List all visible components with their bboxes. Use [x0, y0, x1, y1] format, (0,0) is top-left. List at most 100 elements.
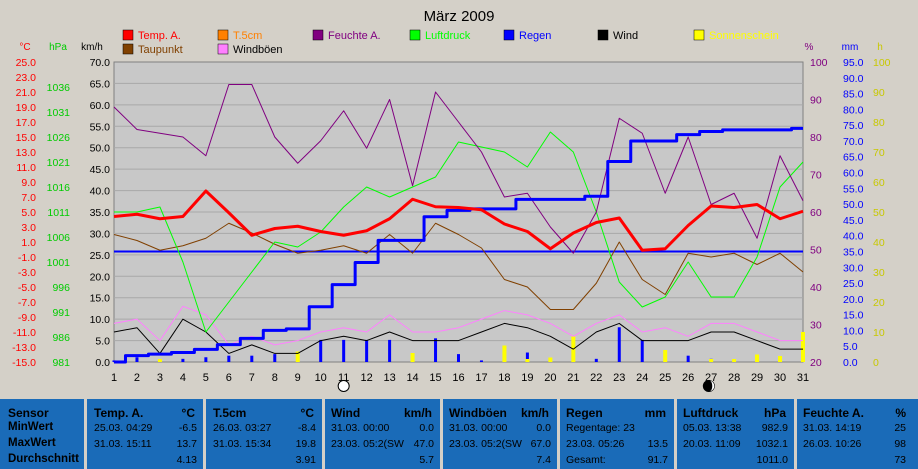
- windboeen-max-time: 23.03. 05:2(SW: [449, 438, 522, 450]
- luftdruck-min-time: 05.03. 13:38: [683, 422, 742, 434]
- rain-tick-label: 25.0: [843, 278, 864, 290]
- rain-tick-label: 75.0: [843, 120, 864, 132]
- sunshine-bar: [663, 350, 668, 362]
- chart-title: März 2009: [424, 8, 495, 25]
- sun-tick-label: 30: [873, 267, 885, 279]
- t5cm-column: T.5cm °C 26.03. 03:27 -8.4 31.03. 15:34 …: [206, 399, 325, 469]
- sensor-column: Sensor MinWert MaxWert Durchschnitt: [0, 399, 87, 469]
- windboeen-min-value: 0.0: [536, 422, 551, 434]
- sun-tick-label: 90: [873, 87, 885, 99]
- regen-regentage: Regentage: 23: [566, 422, 635, 434]
- x-tick-label: 8: [272, 372, 278, 384]
- legend-swatch-sonnenschein: [693, 29, 705, 41]
- feuchte-header: Feuchte A.: [803, 406, 864, 420]
- windboeen-unit: km/h: [520, 406, 549, 420]
- pressure-tick-label: 991: [52, 307, 70, 319]
- x-tick-label: 6: [226, 372, 232, 384]
- rain-bar: [434, 338, 438, 362]
- rain-bar: [686, 355, 690, 362]
- temp-tick-label: 3.0: [21, 222, 36, 234]
- legend-swatch-luftdruck: [409, 29, 421, 41]
- rain-tick-label: 90.0: [843, 73, 864, 85]
- rain-bar: [135, 357, 139, 362]
- rain-bar: [640, 339, 644, 362]
- sunshine-bar: [801, 332, 805, 362]
- t5cm-min-time: 26.03. 03:27: [213, 422, 272, 434]
- rain-tick-label: 95.0: [843, 57, 864, 69]
- sunshine-bar: [502, 345, 507, 362]
- wind-tick-label: 30.0: [90, 228, 111, 240]
- temp-tick-label: 9.0: [21, 177, 36, 189]
- humidity-axis-unit: %: [805, 42, 814, 53]
- pressure-tick-label: 996: [52, 282, 70, 294]
- x-tick-label: 12: [361, 372, 373, 384]
- temp-tick-label: 11.0: [16, 162, 36, 174]
- temp-a-line: [113, 189, 804, 252]
- legend-label-regen: Regen: [519, 30, 551, 42]
- x-tick-label: 11: [338, 372, 349, 384]
- minwert-label: MinWert: [8, 421, 54, 433]
- rain-bar: [204, 357, 208, 362]
- rain-tick-label: 45.0: [843, 215, 864, 227]
- rain-bar: [181, 358, 185, 362]
- x-tick-label: 3: [157, 372, 163, 384]
- sun-axis-unit: h: [877, 42, 883, 53]
- temp-average: 4.13: [176, 454, 197, 466]
- statistics-table: Sensor MinWert MaxWert Durchschnitt Temp…: [0, 399, 918, 469]
- x-tick-label: 31: [797, 372, 809, 384]
- pressure-tick-label: 986: [52, 332, 70, 344]
- rain-bar: [388, 339, 392, 362]
- x-tick-label: 24: [636, 372, 648, 384]
- legend-swatch-windb-en: [217, 43, 229, 55]
- wind-line: [113, 318, 803, 354]
- sun-tick-label: 0: [873, 357, 879, 369]
- rain-axis-unit: mm: [842, 42, 859, 53]
- temp-tick-label: 7.0: [21, 192, 36, 204]
- temp-max-time: 31.03. 15:11: [94, 438, 152, 450]
- rain-tick-label: 35.0: [843, 246, 864, 258]
- temp-header: Temp. A.: [94, 406, 144, 420]
- luftdruck-max-value: 1032.1: [755, 438, 788, 450]
- x-tick-label: 30: [774, 372, 786, 384]
- temp-tick-label: 23.0: [16, 72, 37, 84]
- feuchte-a-line: [113, 84, 804, 254]
- temp-tick-label: 5.0: [21, 207, 36, 219]
- temp-tick-label: 25.0: [16, 57, 37, 69]
- rain-bar: [594, 358, 598, 362]
- x-tick-label: 28: [728, 372, 740, 384]
- x-tick-label: 10: [315, 372, 327, 384]
- legend-swatch-taupunkt: [122, 43, 134, 55]
- wind-max-value: 47.0: [413, 438, 434, 450]
- regen-max-time: 23.03. 05:26: [566, 438, 625, 450]
- temp-min-time: 25.03. 04:29: [94, 422, 153, 434]
- humidity-tick-label: 30: [810, 320, 822, 332]
- rain-tick-label: 70.0: [843, 136, 864, 148]
- rain-tick-label: 55.0: [843, 183, 864, 195]
- x-tick-label: 21: [567, 372, 579, 384]
- sun-tick-label: 50: [873, 207, 885, 219]
- pressure-tick-label: 981: [52, 357, 70, 369]
- regen-line: [114, 126, 803, 364]
- regen-gesamt-label: Gesamt:: [566, 454, 606, 466]
- x-tick-label: 19: [521, 372, 533, 384]
- temp-unit: °C: [181, 406, 195, 420]
- luftdruck-unit: hPa: [763, 406, 786, 420]
- x-tick-label: 4: [180, 372, 186, 384]
- rain-bar: [342, 339, 346, 362]
- x-tick-label: 15: [429, 372, 441, 384]
- wind-tick-label: 55.0: [90, 121, 111, 133]
- rain-tick-label: 0.0: [843, 357, 858, 369]
- sunshine-bar: [709, 359, 714, 362]
- moon-phases: [337, 380, 715, 392]
- wind-tick-label: 10.0: [90, 314, 111, 326]
- grid: [114, 82, 803, 342]
- sun-tick-label: 100: [873, 57, 891, 69]
- rain-tick-label: 80.0: [843, 104, 864, 116]
- legend-swatch-wind: [597, 29, 609, 41]
- temp-tick-label: -11.0: [13, 327, 36, 339]
- temp-tick-label: 1.0: [21, 237, 36, 249]
- x-tick-label: 16: [452, 372, 464, 384]
- rain-bar: [250, 355, 254, 362]
- rain-tick-label: 20.0: [843, 294, 864, 306]
- rain-bar: [365, 339, 369, 362]
